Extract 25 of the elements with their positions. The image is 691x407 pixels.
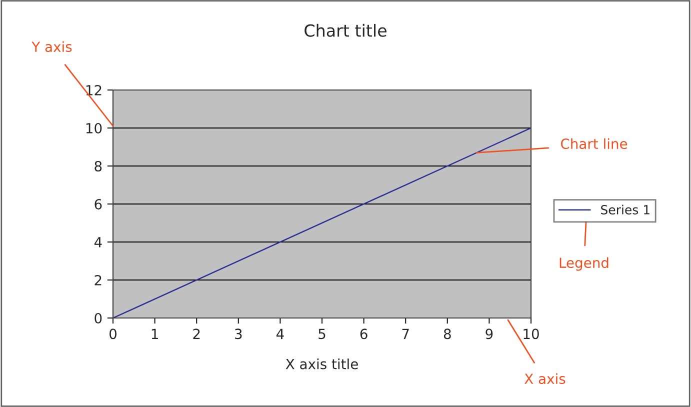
x-tick-label: 1 — [152, 328, 158, 339]
y-tick-label: 6 — [94, 198, 102, 210]
x-tick-label: 9 — [486, 328, 493, 340]
y-tick-label: 10 — [86, 122, 102, 134]
x-tick-label: 4 — [276, 328, 284, 339]
x-tick-label: 10 — [524, 328, 539, 340]
chart-title: Chart title — [304, 24, 386, 37]
y-tick-label: 0 — [94, 312, 102, 324]
legend-label: Series 1 — [601, 204, 650, 214]
text: Y axis — [32, 41, 72, 52]
x-tick-label: 6 — [360, 328, 368, 340]
x-tick-label: 5 — [318, 328, 326, 340]
y-tick-label: 4 — [94, 237, 102, 248]
x-tick-label: 0 — [109, 328, 116, 340]
x-tick-label: 7 — [402, 328, 409, 339]
text: X axis — [524, 373, 566, 384]
y-tick-label: 2 — [94, 274, 102, 286]
x-axis-title: X axis title — [286, 358, 358, 370]
y-tick-label: 8 — [94, 160, 102, 172]
x-tick-label: 2 — [193, 328, 200, 339]
y-tick-label: 12 — [86, 84, 102, 96]
x-tick-label: 3 — [235, 328, 242, 340]
text: Legend — [560, 257, 608, 271]
annotation: Chart line — [560, 138, 628, 150]
x-tick-label: 8 — [444, 328, 451, 340]
